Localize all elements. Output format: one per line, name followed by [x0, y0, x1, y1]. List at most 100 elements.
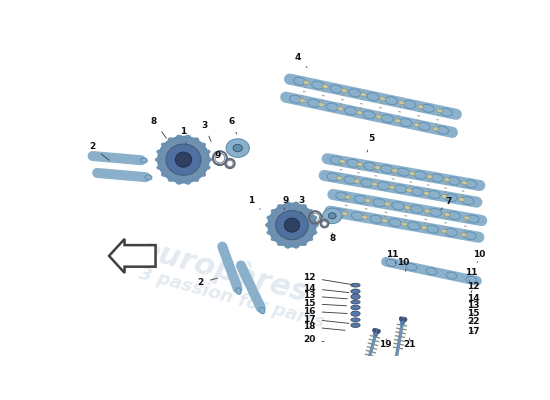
Ellipse shape: [445, 194, 457, 202]
Ellipse shape: [205, 166, 210, 170]
Ellipse shape: [373, 328, 378, 338]
Ellipse shape: [318, 103, 324, 107]
Ellipse shape: [294, 77, 306, 85]
Ellipse shape: [301, 204, 306, 208]
Ellipse shape: [371, 182, 377, 186]
Ellipse shape: [388, 364, 402, 370]
Ellipse shape: [336, 192, 348, 200]
Ellipse shape: [448, 212, 460, 220]
Ellipse shape: [445, 228, 457, 236]
Ellipse shape: [327, 173, 339, 181]
Ellipse shape: [145, 175, 152, 180]
Ellipse shape: [431, 174, 443, 182]
Ellipse shape: [373, 328, 376, 332]
Ellipse shape: [351, 323, 360, 328]
Ellipse shape: [427, 175, 433, 179]
Ellipse shape: [392, 202, 404, 210]
Ellipse shape: [389, 185, 395, 189]
Ellipse shape: [386, 259, 397, 266]
Ellipse shape: [326, 103, 338, 111]
Text: 1: 1: [248, 196, 261, 209]
Ellipse shape: [464, 232, 476, 240]
Text: 21: 21: [404, 338, 416, 349]
Ellipse shape: [351, 300, 360, 304]
Ellipse shape: [356, 111, 362, 115]
Ellipse shape: [392, 169, 398, 172]
Ellipse shape: [409, 172, 415, 176]
Ellipse shape: [424, 209, 430, 213]
Ellipse shape: [351, 311, 360, 316]
Ellipse shape: [381, 115, 394, 123]
Ellipse shape: [194, 178, 199, 182]
Ellipse shape: [161, 172, 167, 176]
Ellipse shape: [370, 215, 382, 223]
Ellipse shape: [428, 191, 440, 199]
Text: 14: 14: [467, 294, 480, 303]
Ellipse shape: [361, 179, 373, 187]
Ellipse shape: [374, 166, 381, 170]
Ellipse shape: [404, 206, 410, 210]
Ellipse shape: [284, 218, 300, 232]
Ellipse shape: [351, 305, 360, 310]
Text: 10: 10: [474, 250, 486, 262]
Text: 1: 1: [180, 127, 186, 144]
Ellipse shape: [410, 205, 423, 213]
Ellipse shape: [206, 158, 212, 162]
Ellipse shape: [394, 185, 406, 193]
Ellipse shape: [330, 156, 343, 164]
Text: 2: 2: [197, 278, 217, 287]
Ellipse shape: [389, 219, 401, 226]
Text: 12: 12: [467, 282, 480, 293]
Ellipse shape: [351, 212, 364, 220]
Ellipse shape: [373, 199, 386, 206]
Text: 6: 6: [228, 117, 236, 134]
Ellipse shape: [398, 101, 405, 105]
Ellipse shape: [226, 139, 249, 157]
Ellipse shape: [444, 178, 450, 182]
Ellipse shape: [260, 307, 265, 314]
Ellipse shape: [402, 222, 408, 226]
Ellipse shape: [444, 212, 450, 216]
Ellipse shape: [426, 225, 438, 233]
Ellipse shape: [185, 180, 191, 184]
Ellipse shape: [381, 165, 393, 173]
Text: 11: 11: [465, 268, 478, 280]
Ellipse shape: [357, 374, 371, 381]
Ellipse shape: [351, 318, 360, 322]
Ellipse shape: [426, 268, 437, 275]
Ellipse shape: [345, 107, 357, 115]
Ellipse shape: [322, 85, 328, 89]
Text: 13: 13: [302, 292, 347, 300]
Text: 9: 9: [214, 151, 221, 164]
Text: 15: 15: [467, 309, 480, 318]
Ellipse shape: [376, 115, 382, 119]
Ellipse shape: [205, 150, 210, 154]
Ellipse shape: [307, 237, 313, 241]
Ellipse shape: [277, 204, 283, 208]
Ellipse shape: [158, 136, 209, 183]
Text: 15: 15: [302, 299, 346, 308]
Ellipse shape: [441, 194, 447, 198]
Ellipse shape: [365, 198, 371, 202]
Ellipse shape: [200, 143, 206, 147]
Ellipse shape: [276, 210, 308, 240]
Ellipse shape: [339, 160, 345, 163]
Text: 8: 8: [329, 233, 336, 244]
Ellipse shape: [404, 318, 407, 322]
Ellipse shape: [466, 276, 477, 283]
Ellipse shape: [399, 317, 403, 321]
Text: 20: 20: [303, 334, 324, 344]
Text: 3 passion for parts: 3 passion for parts: [137, 265, 326, 332]
Ellipse shape: [459, 198, 465, 202]
Text: 13: 13: [467, 302, 480, 310]
Text: 17: 17: [467, 327, 480, 336]
Text: 2: 2: [89, 142, 109, 160]
Text: 7: 7: [441, 198, 452, 210]
Ellipse shape: [322, 208, 342, 224]
Ellipse shape: [377, 330, 380, 333]
Text: 10: 10: [397, 258, 410, 271]
Ellipse shape: [406, 188, 412, 192]
Ellipse shape: [379, 97, 386, 101]
Ellipse shape: [168, 138, 173, 142]
Ellipse shape: [404, 100, 416, 108]
